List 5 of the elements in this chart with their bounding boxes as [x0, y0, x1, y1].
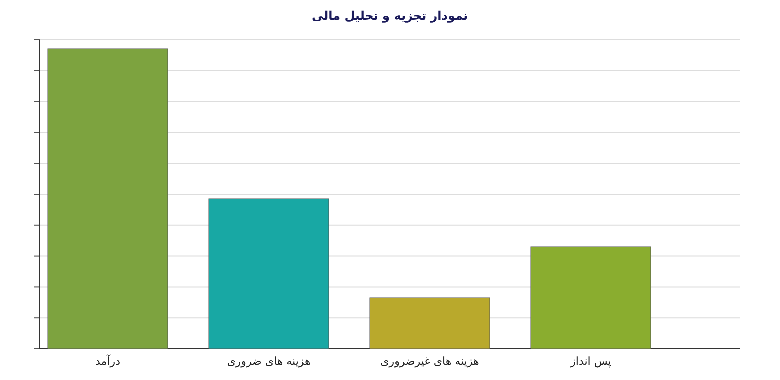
x-tick-label: هزینه های ضروری	[227, 355, 311, 368]
x-tick-label: درآمد	[96, 354, 121, 368]
x-tick-label: پس انداز	[570, 355, 612, 368]
x-tick-label: هزینه های غیرضروری	[380, 355, 480, 368]
chart-title: نمودار تجزیه و تحلیل مالی	[312, 9, 468, 23]
